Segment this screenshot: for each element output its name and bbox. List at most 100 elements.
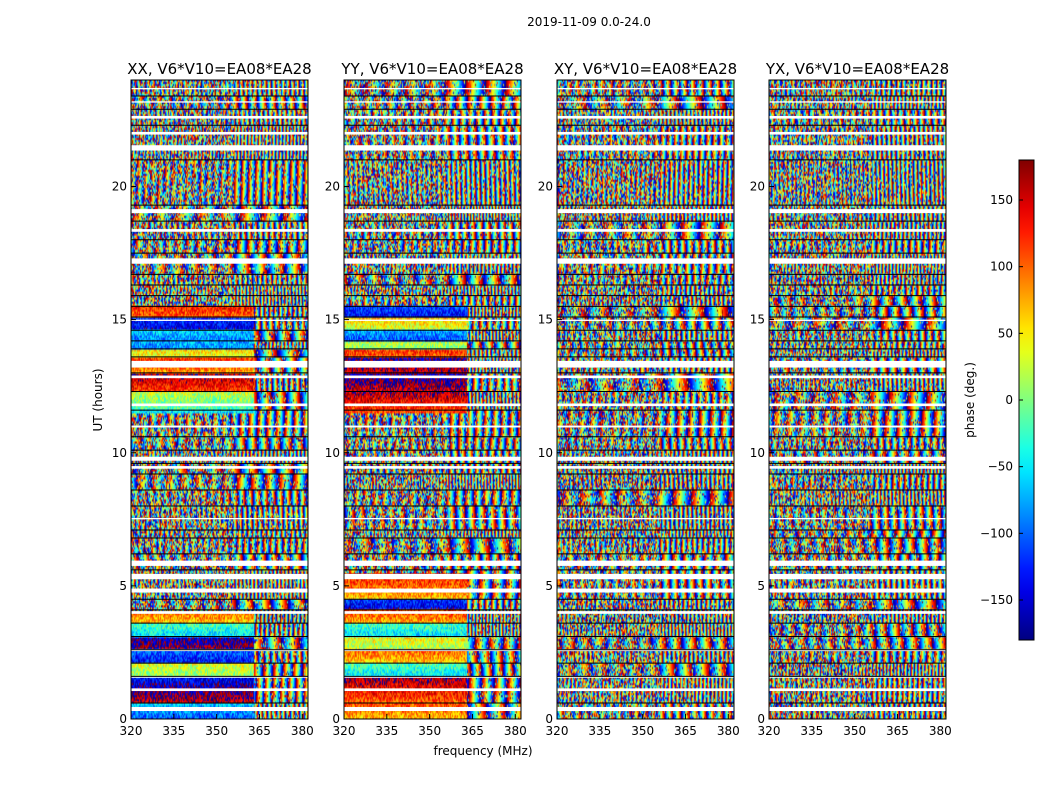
flagged-row <box>557 560 734 566</box>
flagged-row <box>131 560 308 566</box>
flagged-row <box>344 319 521 321</box>
flagged-row <box>769 676 946 678</box>
panel-title: XY, V6*V10=EA08*EA28 <box>554 60 737 78</box>
x-tick-label: 365 <box>674 724 697 738</box>
flagged-row <box>344 517 521 520</box>
flagged-row <box>344 466 521 469</box>
flagged-row <box>344 573 521 580</box>
flagged-row <box>344 588 521 593</box>
y-tick-label: 15 <box>538 313 553 327</box>
flagged-row <box>769 229 946 232</box>
flagged-row <box>557 101 734 103</box>
flagged-row <box>131 676 308 678</box>
x-axis-label: frequency (MHz) <box>433 744 532 758</box>
flagged-row <box>557 588 734 593</box>
flagged-row <box>131 131 308 135</box>
flagged-row <box>769 688 946 692</box>
flagged-row <box>769 375 946 379</box>
flagged-row <box>557 319 734 321</box>
flagged-row <box>344 145 521 151</box>
flagged-row <box>344 115 521 119</box>
y-tick-label: 5 <box>757 579 765 593</box>
flagged-row <box>131 258 308 264</box>
y-tick-label: 0 <box>757 712 765 726</box>
y-tick-label: 5 <box>332 579 340 593</box>
flagged-row <box>131 425 308 428</box>
axes-frame <box>343 79 522 720</box>
panel-yy: YY, V6*V10=EA08*EA28 320 335 350 365 380 0 5 10 1… <box>325 60 527 738</box>
flagged-row <box>769 560 946 566</box>
axes-frame <box>556 79 735 720</box>
panel-yx: YX, V6*V10=EA08*EA28 320 335 350 365 380 0 5 10 1… <box>750 60 952 738</box>
x-tick-label: 365 <box>461 724 484 738</box>
y-tick-label: 5 <box>119 579 127 593</box>
y-tick-label: 15 <box>112 313 127 327</box>
x-tick-label: 320 <box>546 724 569 738</box>
panels-group: XX, V6*V10=EA08*EA28 320 335 350 365 380 0 5 10 1… <box>112 60 952 738</box>
flagged-row <box>557 573 734 580</box>
flagged-row <box>557 517 734 520</box>
flagged-row <box>557 87 734 90</box>
flagged-row <box>131 517 308 520</box>
panel-xy: XY, V6*V10=EA08*EA28 320 335 350 365 380 0 5 10 1… <box>538 60 740 738</box>
x-tick-label: 320 <box>120 724 143 738</box>
flagged-row <box>769 87 946 90</box>
flagged-row <box>557 115 734 119</box>
flagged-row <box>131 403 308 407</box>
flagged-row <box>131 229 308 232</box>
flagged-row <box>769 115 946 119</box>
flagged-row <box>131 319 308 321</box>
y-tick-label: 20 <box>112 180 127 194</box>
flagged-row <box>344 676 521 678</box>
flagged-row <box>769 573 946 580</box>
flagged-row <box>344 707 521 712</box>
flagged-row <box>769 145 946 151</box>
colorbar-tick-label: −50 <box>988 460 1013 474</box>
y-tick-label: 20 <box>538 180 553 194</box>
y-tick-label: 0 <box>332 712 340 726</box>
flagged-row <box>557 131 734 135</box>
flagged-row <box>344 425 521 428</box>
flagged-row <box>344 456 521 461</box>
y-tick-label: 15 <box>750 313 765 327</box>
flagged-row <box>557 611 734 614</box>
axes-frame <box>768 79 947 720</box>
y-tick-label: 10 <box>750 446 765 460</box>
x-tick-label: 380 <box>717 724 740 738</box>
flagged-row <box>131 115 308 119</box>
flagged-row <box>769 403 946 407</box>
flagged-row <box>131 588 308 593</box>
flagged-row <box>344 375 521 379</box>
flagged-row <box>344 560 521 566</box>
flagged-row <box>557 425 734 428</box>
panel-title: YX, V6*V10=EA08*EA28 <box>765 60 949 78</box>
x-tick-label: 350 <box>418 724 441 738</box>
colorbar-label: phase (deg.) <box>963 362 977 438</box>
y-tick-label: 20 <box>750 180 765 194</box>
flagged-row <box>131 611 308 614</box>
y-tick-label: 15 <box>325 313 340 327</box>
colorbar-tick-label: 100 <box>990 260 1013 274</box>
y-tick-label: 5 <box>545 579 553 593</box>
flagged-row <box>769 588 946 593</box>
flagged-row <box>131 466 308 469</box>
colorbar-tick-label: 0 <box>1005 393 1013 407</box>
x-tick-label: 335 <box>375 724 398 738</box>
y-tick-label: 0 <box>545 712 553 726</box>
flagged-row <box>557 466 734 469</box>
flagged-row <box>557 375 734 379</box>
y-axis-label: UT (hours) <box>91 368 105 431</box>
panel-xx: XX, V6*V10=EA08*EA28 320 335 350 365 380 0 5 10 1… <box>112 60 314 738</box>
flagged-row <box>344 611 521 614</box>
flagged-row <box>769 360 946 368</box>
flagged-row <box>131 145 308 151</box>
colorbar-tick-label: −100 <box>980 526 1013 540</box>
flagged-row <box>769 258 946 264</box>
figure-suptitle: 2019-11-09 0.0-24.0 <box>527 15 651 29</box>
flagged-row <box>344 209 521 214</box>
y-tick-label: 10 <box>112 446 127 460</box>
flagged-row <box>131 375 308 379</box>
x-tick-label: 335 <box>800 724 823 738</box>
flagged-row <box>769 319 946 321</box>
